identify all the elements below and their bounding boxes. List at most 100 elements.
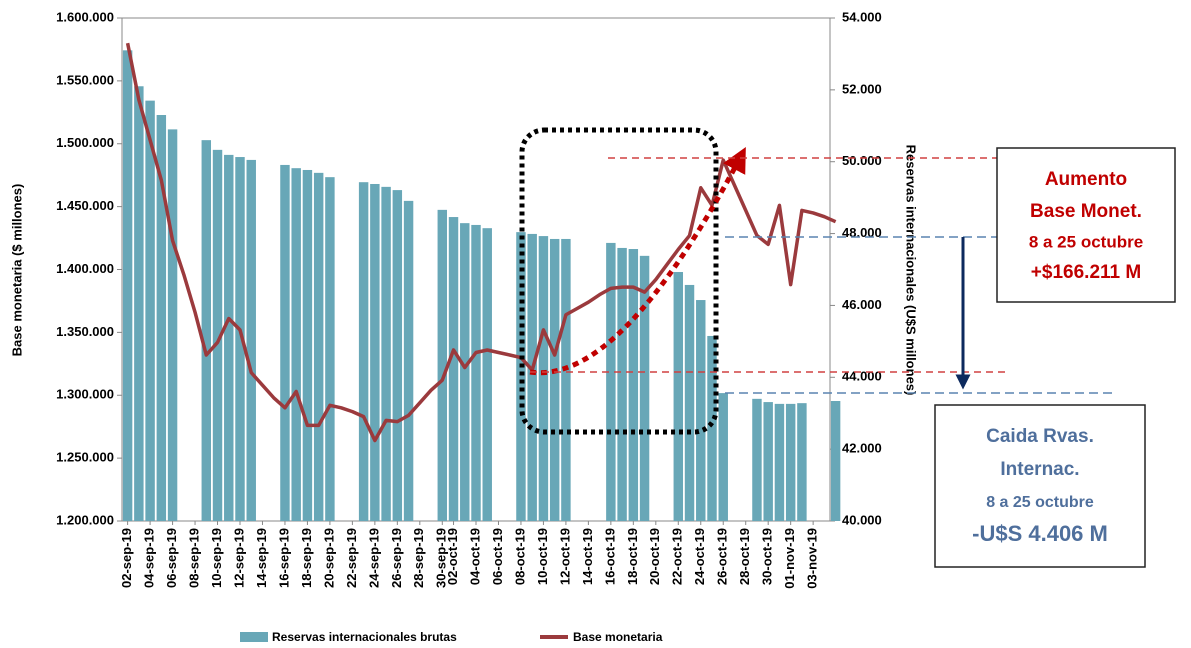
x-tick-label: 14-sep-19 xyxy=(254,528,269,588)
x-tick-label: 20-sep-19 xyxy=(321,528,336,588)
x-tick-label: 14-oct-19 xyxy=(580,528,595,585)
bar xyxy=(134,86,144,521)
bar xyxy=(122,50,133,521)
x-tick-label: 22-oct-19 xyxy=(670,528,685,585)
x-tick-label: 22-sep-19 xyxy=(344,528,359,588)
x-tick-label: 02-oct-19 xyxy=(445,528,460,585)
legend-label: Reservas internacionales brutas xyxy=(272,630,457,644)
bar xyxy=(201,140,212,521)
x-tick-label: 06-sep-19 xyxy=(164,528,179,588)
bar xyxy=(280,164,290,521)
bar xyxy=(830,400,841,521)
bar xyxy=(235,157,245,521)
annotation: 8 a 25 octubre xyxy=(1029,232,1143,251)
x-tick-label: 18-oct-19 xyxy=(625,528,640,585)
y-tick-label: 1.450.000 xyxy=(56,198,114,213)
annotation: Aumento xyxy=(1045,169,1127,190)
y2-tick-label: 50.000 xyxy=(842,153,882,168)
bar xyxy=(381,186,391,521)
bar xyxy=(313,172,324,521)
bar xyxy=(370,183,380,522)
bar xyxy=(212,149,223,522)
annotation: Base Monet. xyxy=(1030,201,1142,222)
bar xyxy=(291,168,301,521)
x-tick-label: 06-oct-19 xyxy=(490,528,505,585)
annotation-box xyxy=(934,404,1146,568)
y2-tick-label: 44.000 xyxy=(842,369,882,384)
y-axis-label: Base monetaria ($ millones) xyxy=(9,184,24,357)
y2-tick-label: 42.000 xyxy=(842,441,882,456)
annotation: Caida Rvas. xyxy=(986,426,1094,447)
y-tick-label: 1.400.000 xyxy=(56,261,114,276)
bar xyxy=(617,247,627,521)
x-tick-label: 20-oct-19 xyxy=(647,528,662,585)
bar xyxy=(516,232,526,522)
bar xyxy=(167,129,178,521)
x-tick-label: 12-oct-19 xyxy=(557,528,572,585)
annotation: -U$S 4.406 M xyxy=(972,521,1108,546)
bar xyxy=(797,403,807,521)
annotation: Internac. xyxy=(1000,459,1079,480)
bar xyxy=(707,335,717,521)
x-tick-label: 18-sep-19 xyxy=(299,528,314,588)
bar xyxy=(302,169,313,522)
bar xyxy=(639,255,650,521)
x-tick-label: 16-oct-19 xyxy=(602,528,617,585)
bar xyxy=(673,272,684,521)
x-tick-label: 01-nov-19 xyxy=(782,528,797,589)
line xyxy=(125,42,837,443)
bar xyxy=(460,223,470,521)
annotation: +$166.211 M xyxy=(1031,262,1141,283)
y2-tick-label: 46.000 xyxy=(842,297,882,312)
highlight-box xyxy=(519,127,719,435)
bar xyxy=(392,190,403,522)
bar xyxy=(718,393,728,521)
annotation-box xyxy=(996,147,1176,303)
y2-tick-label: 54.000 xyxy=(842,9,882,24)
bar xyxy=(145,100,155,521)
bar xyxy=(684,284,695,521)
x-tick-label: 26-sep-19 xyxy=(389,528,404,588)
legend-label: Base monetaria xyxy=(573,630,663,644)
x-tick-label: 04-oct-19 xyxy=(467,528,482,585)
x-tick-label: 24-oct-19 xyxy=(692,528,707,585)
y-tick-label: 1.250.000 xyxy=(56,450,114,465)
x-tick-label: 28-sep-19 xyxy=(411,528,426,588)
bar xyxy=(471,224,481,521)
bar xyxy=(774,403,785,521)
y2-axis-label: Reservas internacionales (U$S millones) xyxy=(904,145,919,396)
bar xyxy=(628,249,639,521)
y2-tick-label: 48.000 xyxy=(842,225,882,240)
x-tick-label: 08-oct-19 xyxy=(512,528,527,585)
x-tick-label: 10-sep-19 xyxy=(209,528,224,588)
bar xyxy=(403,200,414,521)
bar xyxy=(696,300,706,521)
x-tick-label: 28-oct-19 xyxy=(737,528,752,585)
bar xyxy=(561,238,571,522)
y-tick-label: 1.200.000 xyxy=(56,512,114,527)
x-tick-label: 24-sep-19 xyxy=(366,528,381,588)
y-tick-label: 1.550.000 xyxy=(56,72,114,87)
bar xyxy=(224,154,234,521)
bar xyxy=(156,115,167,521)
y-tick-label: 1.350.000 xyxy=(56,324,114,339)
trend-arrow xyxy=(529,146,746,376)
y-tick-label: 1.600.000 xyxy=(56,9,114,24)
x-tick-label: 04-sep-19 xyxy=(142,528,157,588)
y-tick-label: 1.300.000 xyxy=(56,387,114,402)
legend-swatch xyxy=(240,632,268,642)
bar xyxy=(763,402,773,521)
y2-tick-label: 52.000 xyxy=(842,81,882,96)
y2-tick-label: 40.000 xyxy=(842,512,882,527)
plot-area: 1.200.000 1.250.000 1.300.000 1.350.000 1.40… xyxy=(56,9,882,588)
bar xyxy=(527,233,537,521)
y-tick-label: 1.500.000 xyxy=(56,135,114,150)
x-tick-label: 10-oct-19 xyxy=(535,528,550,585)
x-tick-label: 16-sep-19 xyxy=(276,528,291,588)
annotation: 8 a 25 octubre xyxy=(986,494,1094,511)
x-tick-label: 30-sep-19 xyxy=(434,528,449,588)
bar xyxy=(549,238,560,522)
bar xyxy=(538,236,549,521)
x-tick-label: 12-sep-19 xyxy=(231,528,246,588)
